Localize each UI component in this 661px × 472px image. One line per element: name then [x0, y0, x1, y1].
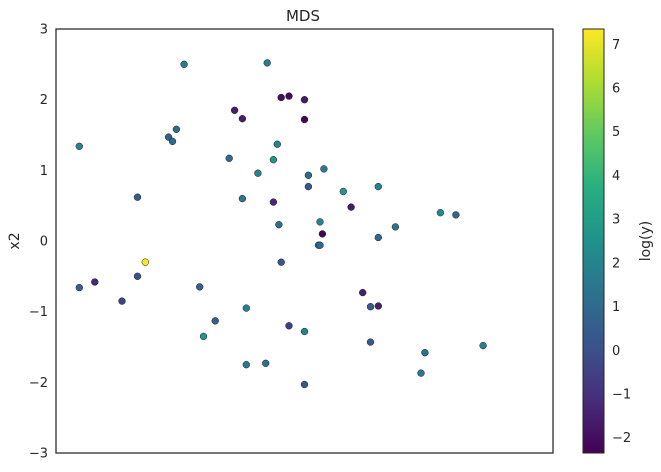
- scatter-point: [133, 193, 142, 201]
- scatter-point: [436, 209, 445, 217]
- scatter-point: [285, 322, 293, 330]
- scatter-point: [118, 297, 126, 305]
- scatter-point: [277, 93, 285, 102]
- scatter-point: [300, 96, 309, 104]
- scatter-point: [318, 230, 327, 238]
- scatter-point: [238, 115, 247, 123]
- y-tick-label: −1: [29, 305, 48, 320]
- y-axis-label: x2: [7, 232, 23, 249]
- scatter-point: [141, 258, 149, 266]
- y-tick-label: −3: [29, 447, 48, 462]
- y-axis-ticks: −3 −2 −1 0 1 2 3: [29, 23, 48, 462]
- scatter-point: [172, 125, 181, 133]
- scatter-point: [391, 223, 400, 231]
- scatter-point: [180, 60, 188, 68]
- scatter-point: [211, 317, 219, 325]
- scatter-point: [275, 221, 283, 229]
- scatter-point: [263, 59, 271, 67]
- y-tick-label: 0: [40, 235, 48, 250]
- scatter-point: [374, 302, 382, 310]
- scatter-point: [479, 341, 487, 350]
- scatter-points: [75, 59, 487, 389]
- colorbar-tick-label: 1: [612, 300, 620, 315]
- scatter-point: [75, 283, 83, 292]
- scatter-point: [225, 154, 233, 162]
- scatter-point: [269, 198, 278, 206]
- colorbar-tick-label: 2: [612, 256, 620, 271]
- plot-area: [55, 28, 554, 454]
- y-tick-label: 2: [40, 93, 48, 108]
- scatter-point: [242, 361, 250, 369]
- scatter-point: [347, 203, 355, 211]
- scatter-point: [300, 115, 309, 124]
- colorbar-tick-label: 3: [612, 213, 620, 228]
- scatter-point: [133, 272, 142, 280]
- scatter-point: [366, 303, 375, 311]
- colorbar-tick-label: 4: [612, 169, 620, 184]
- colorbar: [582, 28, 605, 454]
- scatter-point: [199, 332, 208, 341]
- scatter-point: [196, 283, 204, 291]
- scatter-point: [238, 194, 247, 203]
- scatter-point: [359, 288, 367, 297]
- chart-title: MDS: [286, 7, 320, 25]
- colorbar-tick-label: 7: [612, 38, 620, 53]
- scatter-point: [304, 171, 313, 179]
- scatter-point: [366, 338, 375, 346]
- scatter-point: [339, 187, 347, 196]
- colorbar-tick-label: −2: [612, 431, 631, 446]
- y-tick-label: 1: [40, 164, 48, 179]
- scatter-point: [230, 106, 239, 114]
- scatter-point: [316, 218, 324, 226]
- scatter-point: [300, 327, 309, 336]
- y-tick-label: 3: [40, 23, 48, 38]
- scatter-point: [91, 278, 99, 286]
- colorbar-ticks: −2 −1 0 1 2 3 4 5 6 7: [612, 38, 631, 446]
- scatter-point: [242, 304, 250, 312]
- scatter-point: [417, 369, 425, 377]
- scatter-point: [285, 92, 293, 100]
- scatter-point: [269, 156, 278, 164]
- scatter-point: [304, 182, 313, 191]
- scatter-point: [374, 182, 382, 191]
- scatter-point: [452, 211, 460, 219]
- scatter-point: [168, 137, 177, 146]
- colorbar-tick-label: 6: [612, 82, 620, 97]
- scatter-point: [374, 233, 382, 242]
- scatter-point: [421, 349, 429, 357]
- scatter-point: [277, 258, 285, 266]
- y-tick-label: −2: [29, 376, 48, 391]
- scatter-point: [75, 142, 83, 150]
- scatter-point: [273, 140, 281, 148]
- scatter-point: [316, 241, 324, 249]
- colorbar-tick-label: −1: [612, 387, 631, 402]
- scatter-point: [254, 169, 262, 177]
- colorbar-label: log(y): [638, 221, 654, 262]
- colorbar-tick-label: 5: [612, 125, 620, 140]
- scatter-point: [300, 380, 309, 389]
- scatter-point: [262, 359, 270, 367]
- colorbar-tick-label: 0: [612, 344, 620, 359]
- scatter-point: [320, 165, 328, 173]
